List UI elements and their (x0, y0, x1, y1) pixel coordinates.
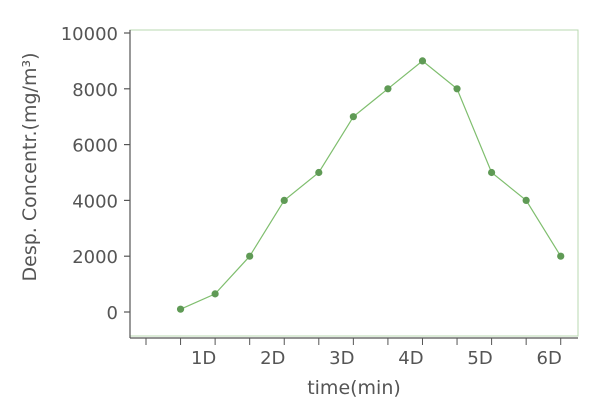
y-tick-label: 6000 (72, 136, 118, 157)
x-axis-title: time(min) (307, 377, 401, 399)
data-point (315, 168, 323, 177)
x-tick-label: 4D (398, 348, 423, 369)
y-axis-ticks: 0 2000 4000 6000 8000 10000 (61, 24, 130, 324)
y-tick-label: 4000 (72, 191, 118, 212)
data-point (522, 196, 530, 204)
x-tick-label: 5D (467, 348, 492, 369)
y-tick-label: 0 (107, 303, 118, 324)
y-tick-label: 2000 (72, 247, 118, 268)
data-point (280, 196, 288, 204)
series-points (176, 57, 565, 313)
data-point (453, 85, 461, 93)
data-point (418, 57, 427, 65)
y-tick-label: 10000 (61, 24, 118, 45)
data-point (384, 85, 392, 93)
y-axis-title: Desp. Concentr.(mg/m³) (19, 53, 41, 282)
x-tick-label: 3D (329, 348, 354, 369)
plot-area-frame (129, 29, 579, 337)
y-tick-label: 8000 (72, 80, 118, 101)
data-point (557, 252, 565, 260)
data-point (246, 252, 254, 260)
data-point (211, 290, 219, 298)
data-point (349, 113, 357, 121)
data-point (488, 168, 496, 177)
x-tick-label: 1D (191, 348, 216, 369)
x-tick-label: 6D (537, 348, 562, 369)
x-axis-ticks: 1D 2D 3D 4D 5D 6D (145, 338, 562, 369)
data-point (176, 305, 185, 313)
x-tick-label: 2D (260, 348, 285, 369)
series-line (180, 60, 562, 310)
